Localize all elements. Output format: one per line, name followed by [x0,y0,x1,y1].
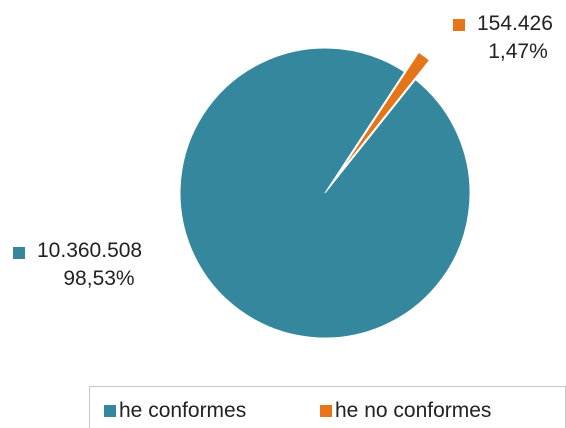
data-label-value-no-conformes: 154.426 [477,12,553,35]
pie-slice-no-conformes [338,51,431,174]
legend-swatch-no-conformes [320,405,332,417]
legend-label-conformes: he conformes [119,399,247,422]
data-label-marker-no-conformes [453,19,465,31]
legend-item-no-conformes: he no conformes [320,399,491,423]
legend-swatch-conformes [104,405,116,417]
data-label-marker-conformes [13,247,25,259]
data-label-percent-conformes: 98,53% [63,267,134,290]
data-label-percent-no-conformes: 1,47% [488,40,548,63]
legend: he conformes he no conformes [89,386,566,428]
legend-label-no-conformes: he no conformes [335,399,492,422]
legend-item-conformes: he conformes [104,399,246,423]
pie-slice-conformes [179,47,471,339]
data-label-value-conformes: 10.360.508 [37,239,142,262]
